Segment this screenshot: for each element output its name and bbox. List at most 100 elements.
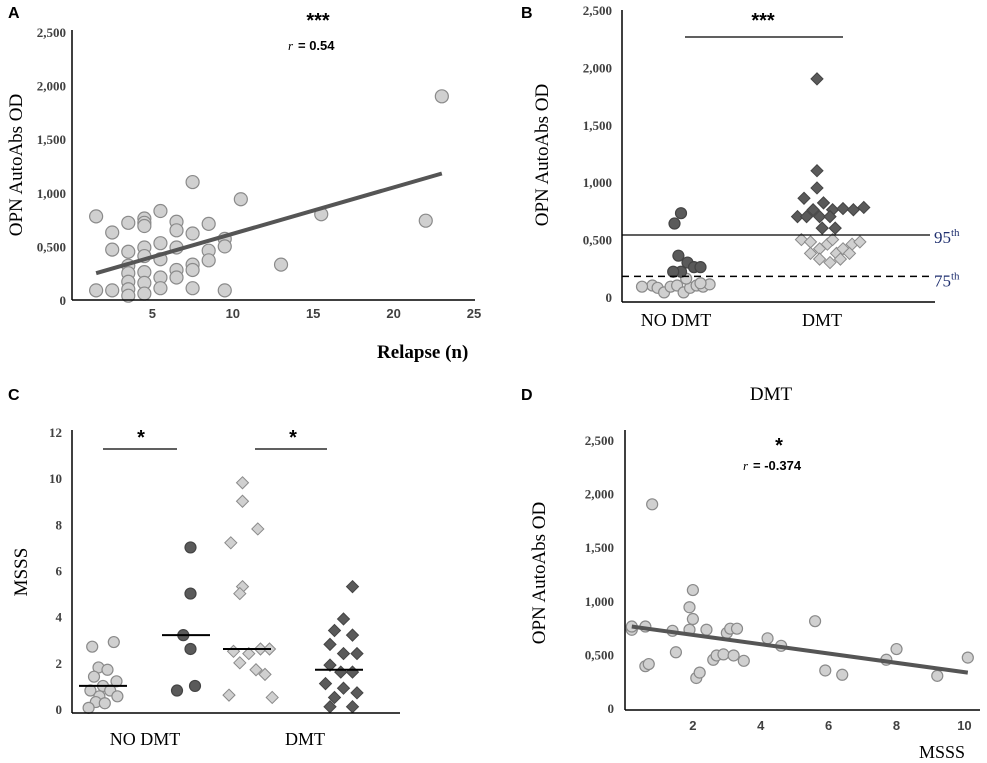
panel-c-point: [265, 690, 279, 705]
panel-d-r-symbol: r: [743, 458, 749, 473]
y-tick-label: 12: [49, 425, 62, 440]
panel-c-point: [82, 701, 95, 714]
panel-a-point: [153, 281, 168, 296]
panel-c-point: [235, 494, 250, 508]
panel-a-points: [89, 89, 449, 303]
y-tick-label: 0,500: [37, 239, 66, 254]
x-tick-label: 10: [957, 718, 971, 733]
panel-a: A 0 0,500 1,000 1,500 2,000 2,500 5 10 15 20 25 O…: [6, 5, 481, 363]
x-tick-label: 20: [386, 306, 400, 321]
x-tick-label: 2: [689, 718, 696, 733]
panel-a-point: [201, 253, 216, 268]
panel-c-point: [327, 690, 342, 705]
panel-d-point: [761, 632, 774, 645]
panel-b-y-label: OPN AutoAbs OD: [532, 84, 553, 227]
panel-b-point: [833, 252, 848, 266]
panel-b-point: [810, 181, 824, 195]
panel-b-point: [825, 232, 840, 247]
panel-c-point: [226, 644, 241, 658]
x-tick-label: 10: [226, 306, 240, 321]
panel-c-point: [336, 612, 351, 626]
y-tick-label: 2,500: [583, 3, 612, 18]
panel-d-correlation: = -0.374: [753, 458, 802, 473]
panel-b-point: [810, 72, 824, 86]
panel-c-medians: [79, 634, 363, 687]
panel-b-point: [812, 252, 827, 266]
panel-a-point: [434, 89, 449, 104]
panel-c-point: [242, 646, 256, 661]
panel-d-point: [686, 583, 699, 597]
y-tick-label: 1,000: [583, 175, 612, 190]
panel-b-point: [803, 246, 818, 261]
panel-c-point: [98, 697, 111, 710]
panel-c-point: [318, 676, 333, 691]
panel-c-point: [336, 646, 351, 661]
x-tick-label: 8: [893, 718, 900, 733]
panel-a-trend-line: [95, 171, 443, 276]
panel-d-points: [625, 498, 974, 685]
panel-d-y-label: OPN AutoAbs OD: [529, 502, 550, 645]
panel-c-point: [350, 646, 364, 661]
panel-d-x-label: MSSS: [919, 742, 965, 762]
panel-label-d: D: [521, 387, 533, 404]
y-tick-label: 10: [49, 471, 62, 486]
panel-a-point: [153, 236, 168, 251]
panel-c-point: [345, 579, 360, 594]
panel-b-point: [823, 255, 837, 270]
panel-d-point: [727, 649, 740, 662]
y-tick-label: 1,500: [37, 132, 66, 147]
panel-a-point: [105, 283, 120, 298]
panel-d-point: [931, 669, 944, 682]
y-tick-label: 1,500: [585, 540, 614, 555]
panel-b-points: [635, 72, 871, 299]
panel-c-category-no-dmt: NO DMT: [110, 729, 181, 749]
panel-label-c: C: [8, 387, 20, 404]
panel-c-y-ticks: 0 2 4 6 8 10 12: [49, 425, 63, 717]
panel-c-points: [82, 476, 364, 714]
panel-a-point: [105, 225, 120, 240]
panel-d-title: DMT: [750, 384, 793, 405]
panel-d-x-ticks: 2 4 6 8 10: [689, 718, 971, 733]
panel-c-point: [222, 688, 236, 702]
panel-b-point: [853, 235, 867, 249]
panel-c-point: [334, 665, 348, 679]
y-tick-label: 1,500: [583, 118, 612, 133]
panel-a-point: [121, 288, 136, 303]
y-tick-label: 0: [606, 290, 613, 305]
x-tick-label: 5: [149, 306, 156, 321]
panel-c-point: [350, 686, 364, 700]
panel-c-significance-1: *: [137, 427, 145, 449]
panel-d-point: [693, 666, 706, 679]
panel-c-point: [184, 541, 197, 554]
y-tick-label: 2,000: [37, 79, 66, 94]
panel-a-point: [217, 283, 232, 298]
panel-c-point: [345, 699, 360, 714]
panel-c-point: [184, 642, 197, 656]
panel-c-point: [258, 667, 272, 682]
panel-c-y-label: MSSS: [11, 548, 32, 597]
y-tick-label: 4: [56, 610, 63, 625]
panel-a-point: [185, 281, 200, 296]
panel-a-x-label: Relapse (n): [377, 342, 468, 363]
panel-a-point: [121, 215, 136, 230]
panel-a-point: [89, 283, 104, 298]
panel-d-point: [646, 498, 659, 511]
panel-d-point: [686, 612, 699, 626]
panel-d-point: [683, 601, 696, 614]
panel-b-point: [842, 246, 857, 261]
panel-a-point: [153, 203, 168, 219]
panel-b-point: [674, 207, 688, 220]
panel-b-point: [694, 277, 707, 290]
panel-a-correlation: = 0.54: [298, 38, 335, 53]
panel-a-point: [185, 262, 200, 278]
y-tick-label: 0: [608, 701, 615, 716]
panel-b-point: [799, 209, 814, 224]
panel-b-y-ticks: 0 0,500 1,000 1,500 2,000 2,500: [583, 3, 612, 305]
panel-b-point: [857, 200, 871, 215]
panel-d-point: [730, 622, 744, 635]
panel-c-point: [235, 476, 250, 490]
panel-d-point: [737, 654, 750, 667]
y-tick-label: 8: [56, 517, 63, 532]
panel-b-category-dmt: DMT: [802, 310, 842, 330]
